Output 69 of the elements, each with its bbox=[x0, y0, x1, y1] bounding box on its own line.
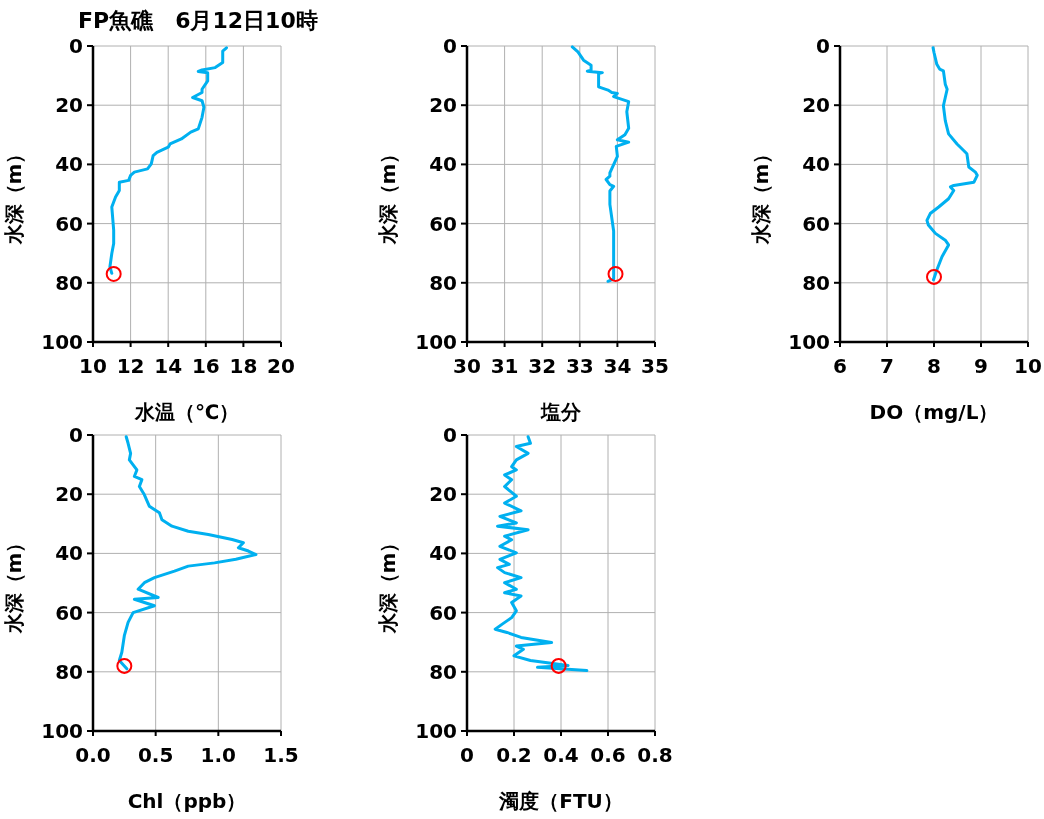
y-tick-label: 60 bbox=[429, 600, 457, 625]
x-tick-label: 14 bbox=[154, 354, 183, 378]
x-tick-label: 33 bbox=[565, 354, 594, 378]
line-series bbox=[493, 435, 589, 673]
y-tick-label: 20 bbox=[429, 482, 457, 507]
line-series bbox=[570, 45, 631, 283]
y-tick-label: 40 bbox=[429, 152, 457, 177]
y-tick-label: 20 bbox=[429, 93, 457, 118]
y-tick-label: 40 bbox=[429, 541, 457, 566]
y-tick-label: 0 bbox=[443, 423, 457, 447]
x-tick-label: 18 bbox=[229, 354, 258, 378]
x-tick-label: 1.0 bbox=[200, 743, 237, 767]
y-tick-label: 60 bbox=[55, 600, 83, 625]
y-tick-label: 80 bbox=[429, 270, 457, 295]
chart-title: FP魚礁 6月12日10時 bbox=[78, 8, 318, 33]
y-tick-label: 60 bbox=[802, 211, 830, 236]
x-tick-label: 35 bbox=[641, 354, 669, 378]
x-tick-label: 0 bbox=[460, 743, 474, 767]
x-axis-title: 濁度（FTU） bbox=[498, 789, 623, 813]
x-tick-label: 0.5 bbox=[137, 743, 174, 767]
x-tick-label: 0.6 bbox=[590, 743, 626, 767]
x-tick-label: 9 bbox=[974, 354, 988, 378]
y-tick-label: 80 bbox=[429, 659, 457, 684]
x-tick-label: 12 bbox=[116, 354, 145, 378]
x-axis-title: 水温（℃） bbox=[133, 400, 240, 424]
x-tick-label: 10 bbox=[1014, 354, 1042, 378]
x-tick-label: 31 bbox=[490, 354, 519, 378]
y-tick-label: 20 bbox=[55, 482, 83, 507]
y-tick-label: 20 bbox=[55, 93, 83, 118]
x-tick-label: 0.8 bbox=[637, 743, 673, 767]
y-tick-label: 0 bbox=[443, 34, 457, 58]
y-tick-label: 20 bbox=[802, 93, 830, 118]
x-tick-label: 1.5 bbox=[263, 743, 299, 767]
y-tick-label: 100 bbox=[41, 719, 83, 743]
x-tick-label: 10 bbox=[79, 354, 107, 378]
y-tick-label: 60 bbox=[429, 211, 457, 236]
y-tick-label: 0 bbox=[69, 423, 83, 447]
y-axis-title: 水深（m） bbox=[2, 143, 26, 246]
y-tick-label: 100 bbox=[41, 330, 83, 354]
y-axis-title: 水深（m） bbox=[376, 143, 400, 246]
x-tick-label: 7 bbox=[880, 354, 894, 378]
x-axis-title: Chl（ppb） bbox=[127, 789, 247, 813]
x-tick-label: 34 bbox=[603, 354, 632, 378]
x-tick-label: 0.4 bbox=[543, 743, 579, 767]
y-axis-title: 水深（m） bbox=[2, 532, 26, 635]
x-axis-title: 塩分 bbox=[540, 400, 582, 424]
x-tick-label: 30 bbox=[453, 354, 481, 378]
x-tick-label: 0.2 bbox=[496, 743, 532, 767]
x-tick-label: 8 bbox=[927, 354, 941, 378]
x-tick-label: 16 bbox=[191, 354, 220, 378]
y-tick-label: 60 bbox=[55, 211, 83, 236]
y-tick-label: 0 bbox=[816, 34, 830, 58]
x-axis-title: DO（mg/L） bbox=[869, 400, 999, 424]
y-tick-label: 80 bbox=[802, 270, 830, 295]
y-tick-label: 0 bbox=[69, 34, 83, 58]
y-tick-label: 100 bbox=[415, 719, 457, 743]
y-tick-label: 100 bbox=[788, 330, 830, 354]
y-tick-label: 40 bbox=[55, 152, 83, 177]
y-axis-title: 水深（m） bbox=[376, 532, 400, 635]
y-tick-label: 80 bbox=[55, 270, 83, 295]
y-tick-label: 40 bbox=[55, 541, 83, 566]
x-tick-label: 0.0 bbox=[75, 743, 111, 767]
y-tick-label: 100 bbox=[415, 330, 457, 354]
y-tick-label: 40 bbox=[802, 152, 830, 177]
x-tick-label: 6 bbox=[833, 354, 847, 378]
y-tick-label: 80 bbox=[55, 659, 83, 684]
x-tick-label: 20 bbox=[267, 354, 295, 378]
x-tick-label: 32 bbox=[528, 354, 557, 378]
y-axis-title: 水深（m） bbox=[749, 143, 773, 246]
